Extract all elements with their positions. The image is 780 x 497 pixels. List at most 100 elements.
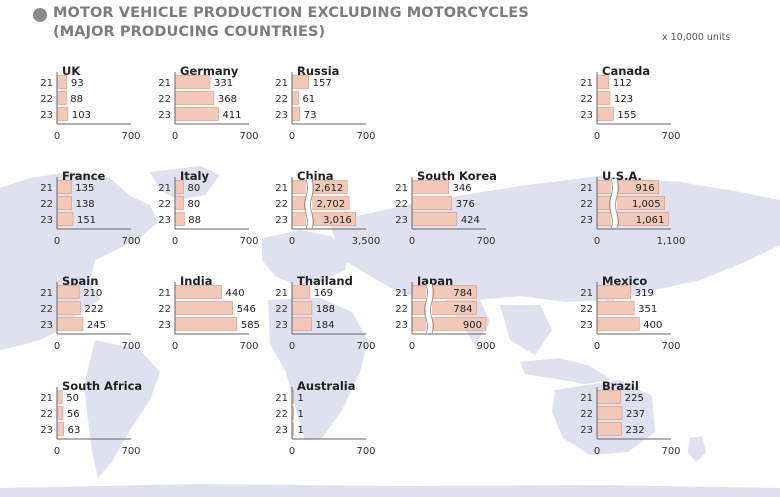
data-label: 368 [218,94,237,105]
bar-germany-23 [174,107,219,121]
panel-india: India 21 440 22 546 23 585 0 700 [158,274,260,352]
bar-canada-22 [596,91,611,105]
bar-india-23 [174,317,238,331]
x-tick-label: 0 [172,341,178,352]
x-tick-label: 0 [594,236,600,247]
axis-break-mark [424,283,428,334]
year-label: 21 [158,288,171,299]
bar-uk-22 [56,91,67,105]
data-label: 1,061 [636,215,665,226]
bar-south-africa-23 [56,422,64,436]
year-label: 23 [275,110,288,121]
chart-title-line2: (MAJOR PRODUCING COUNTRIES) [53,24,326,40]
map-greenland [150,166,220,200]
panel-title-japan: Japan [416,274,453,288]
bar-south-africa-21 [56,390,63,404]
year-label: 23 [158,110,171,121]
map-indonesia [520,358,612,384]
data-label: 3,016 [323,215,352,226]
x-tick-label: 700 [239,131,258,142]
bar-italy-21 [174,180,184,194]
data-label: 135 [75,183,94,194]
year-label: 21 [395,183,408,194]
year-label: 21 [40,78,53,89]
map-new-zealand [688,436,706,462]
year-label: 22 [580,304,593,315]
bar-spain-22 [56,301,81,315]
x-tick-label: 0 [594,341,600,352]
data-label: 61 [302,94,315,105]
year-label: 22 [275,409,288,420]
year-label: 23 [275,425,288,436]
data-label: 80 [187,183,200,194]
year-label: 22 [275,304,288,315]
bar-russia-21 [291,75,309,89]
map-antarctica [0,484,780,497]
x-tick-label: 700 [476,236,495,247]
data-label: 245 [87,320,106,331]
year-label: 21 [580,288,593,299]
bar-france-21 [56,180,72,194]
data-label: 80 [187,199,200,210]
year-label: 21 [275,288,288,299]
data-label: 411 [222,110,241,121]
bar-italy-22 [174,196,184,210]
x-tick-label: 0 [289,131,295,142]
bar-south-korea-21 [411,180,449,194]
x-tick-label: 0 [54,131,60,142]
panel-title-spain: Spain [62,274,98,288]
data-label: 1 [298,393,304,404]
year-label: 23 [275,320,288,331]
x-tick-label: 0 [409,341,415,352]
year-label: 23 [395,215,408,226]
data-label: 222 [84,304,103,315]
x-tick-label: 0 [289,446,295,457]
data-label: 2,702 [316,199,345,210]
x-tick-label: 700 [121,446,140,457]
data-label: 112 [613,78,632,89]
map-southeast-asia [500,305,552,355]
year-label: 22 [158,199,171,210]
year-label: 22 [395,304,408,315]
x-tick-label: 0 [54,341,60,352]
year-label: 21 [40,183,53,194]
bar-russia-23 [291,107,301,121]
data-label: 546 [237,304,256,315]
axis-break-mark [609,178,613,229]
x-tick-label: 700 [661,341,680,352]
panel-title-south-africa: South Africa [62,379,142,393]
bar-russia-22 [291,91,299,105]
axis-break-gap [611,179,617,228]
year-label: 21 [580,393,593,404]
year-label: 22 [40,199,53,210]
x-tick-label: 0 [172,131,178,142]
year-label: 23 [40,110,53,121]
bar-south-africa-22 [56,406,64,420]
year-label: 21 [580,78,593,89]
x-tick-label: 700 [661,131,680,142]
year-label: 21 [275,393,288,404]
x-tick-label: 0 [289,341,295,352]
axis-break-mark [615,178,619,229]
panel-france: France 21 135 22 138 23 151 0 700 [40,169,140,247]
bar-thailand-23 [291,317,312,331]
panel-title-germany: Germany [180,64,239,78]
data-label: 210 [83,288,102,299]
data-label: 169 [314,288,333,299]
data-label: 900 [463,320,482,331]
panel-title-thailand: Thailand [297,274,353,288]
bar-mexico-22 [596,301,635,315]
axis-break-mark [310,178,314,229]
axis-break-mark [304,178,308,229]
year-label: 22 [158,304,171,315]
x-tick-label: 0 [54,446,60,457]
year-label: 23 [580,320,593,331]
data-label: 1 [298,409,304,420]
year-label: 21 [275,78,288,89]
bar-india-22 [174,301,234,315]
year-label: 21 [395,288,408,299]
year-label: 23 [40,215,53,226]
data-label: 784 [453,288,472,299]
